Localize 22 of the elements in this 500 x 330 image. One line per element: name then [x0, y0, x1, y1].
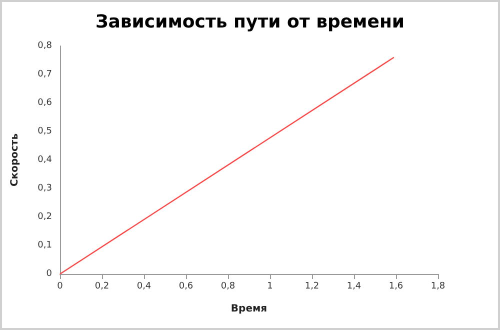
y-tick-label: 0,7: [38, 70, 52, 80]
x-tick-label: 1: [267, 282, 273, 292]
x-tick-label: 0,4: [136, 282, 152, 292]
y-tick-label: 0,1: [38, 240, 52, 250]
x-tick-label: 0,8: [220, 282, 236, 292]
x-tick-label: 1,2: [304, 282, 320, 292]
x-tick-label: 1,4: [346, 282, 362, 292]
y-tick-label: 0: [46, 269, 52, 279]
x-tick-label: 1,6: [388, 282, 404, 292]
y-axis-title: Скорость: [10, 133, 20, 187]
x-tick-label: 0,2: [94, 282, 110, 292]
y-tick-label: 0,5: [38, 126, 52, 136]
x-tick-label: 0,6: [178, 282, 194, 292]
x-tick-label: 1,8: [430, 282, 446, 292]
y-tick-label: 0,6: [38, 98, 52, 108]
y-tick-label: 0,4: [38, 155, 52, 165]
x-axis-title: Время: [230, 304, 268, 314]
y-tick-label: 0,8: [38, 41, 52, 51]
y-tick-label: 0,2: [38, 212, 52, 222]
chart-title: Зависимость пути от времени: [95, 12, 405, 32]
y-tick-label: 0,3: [38, 184, 52, 194]
x-tick-label: 0: [57, 282, 64, 292]
